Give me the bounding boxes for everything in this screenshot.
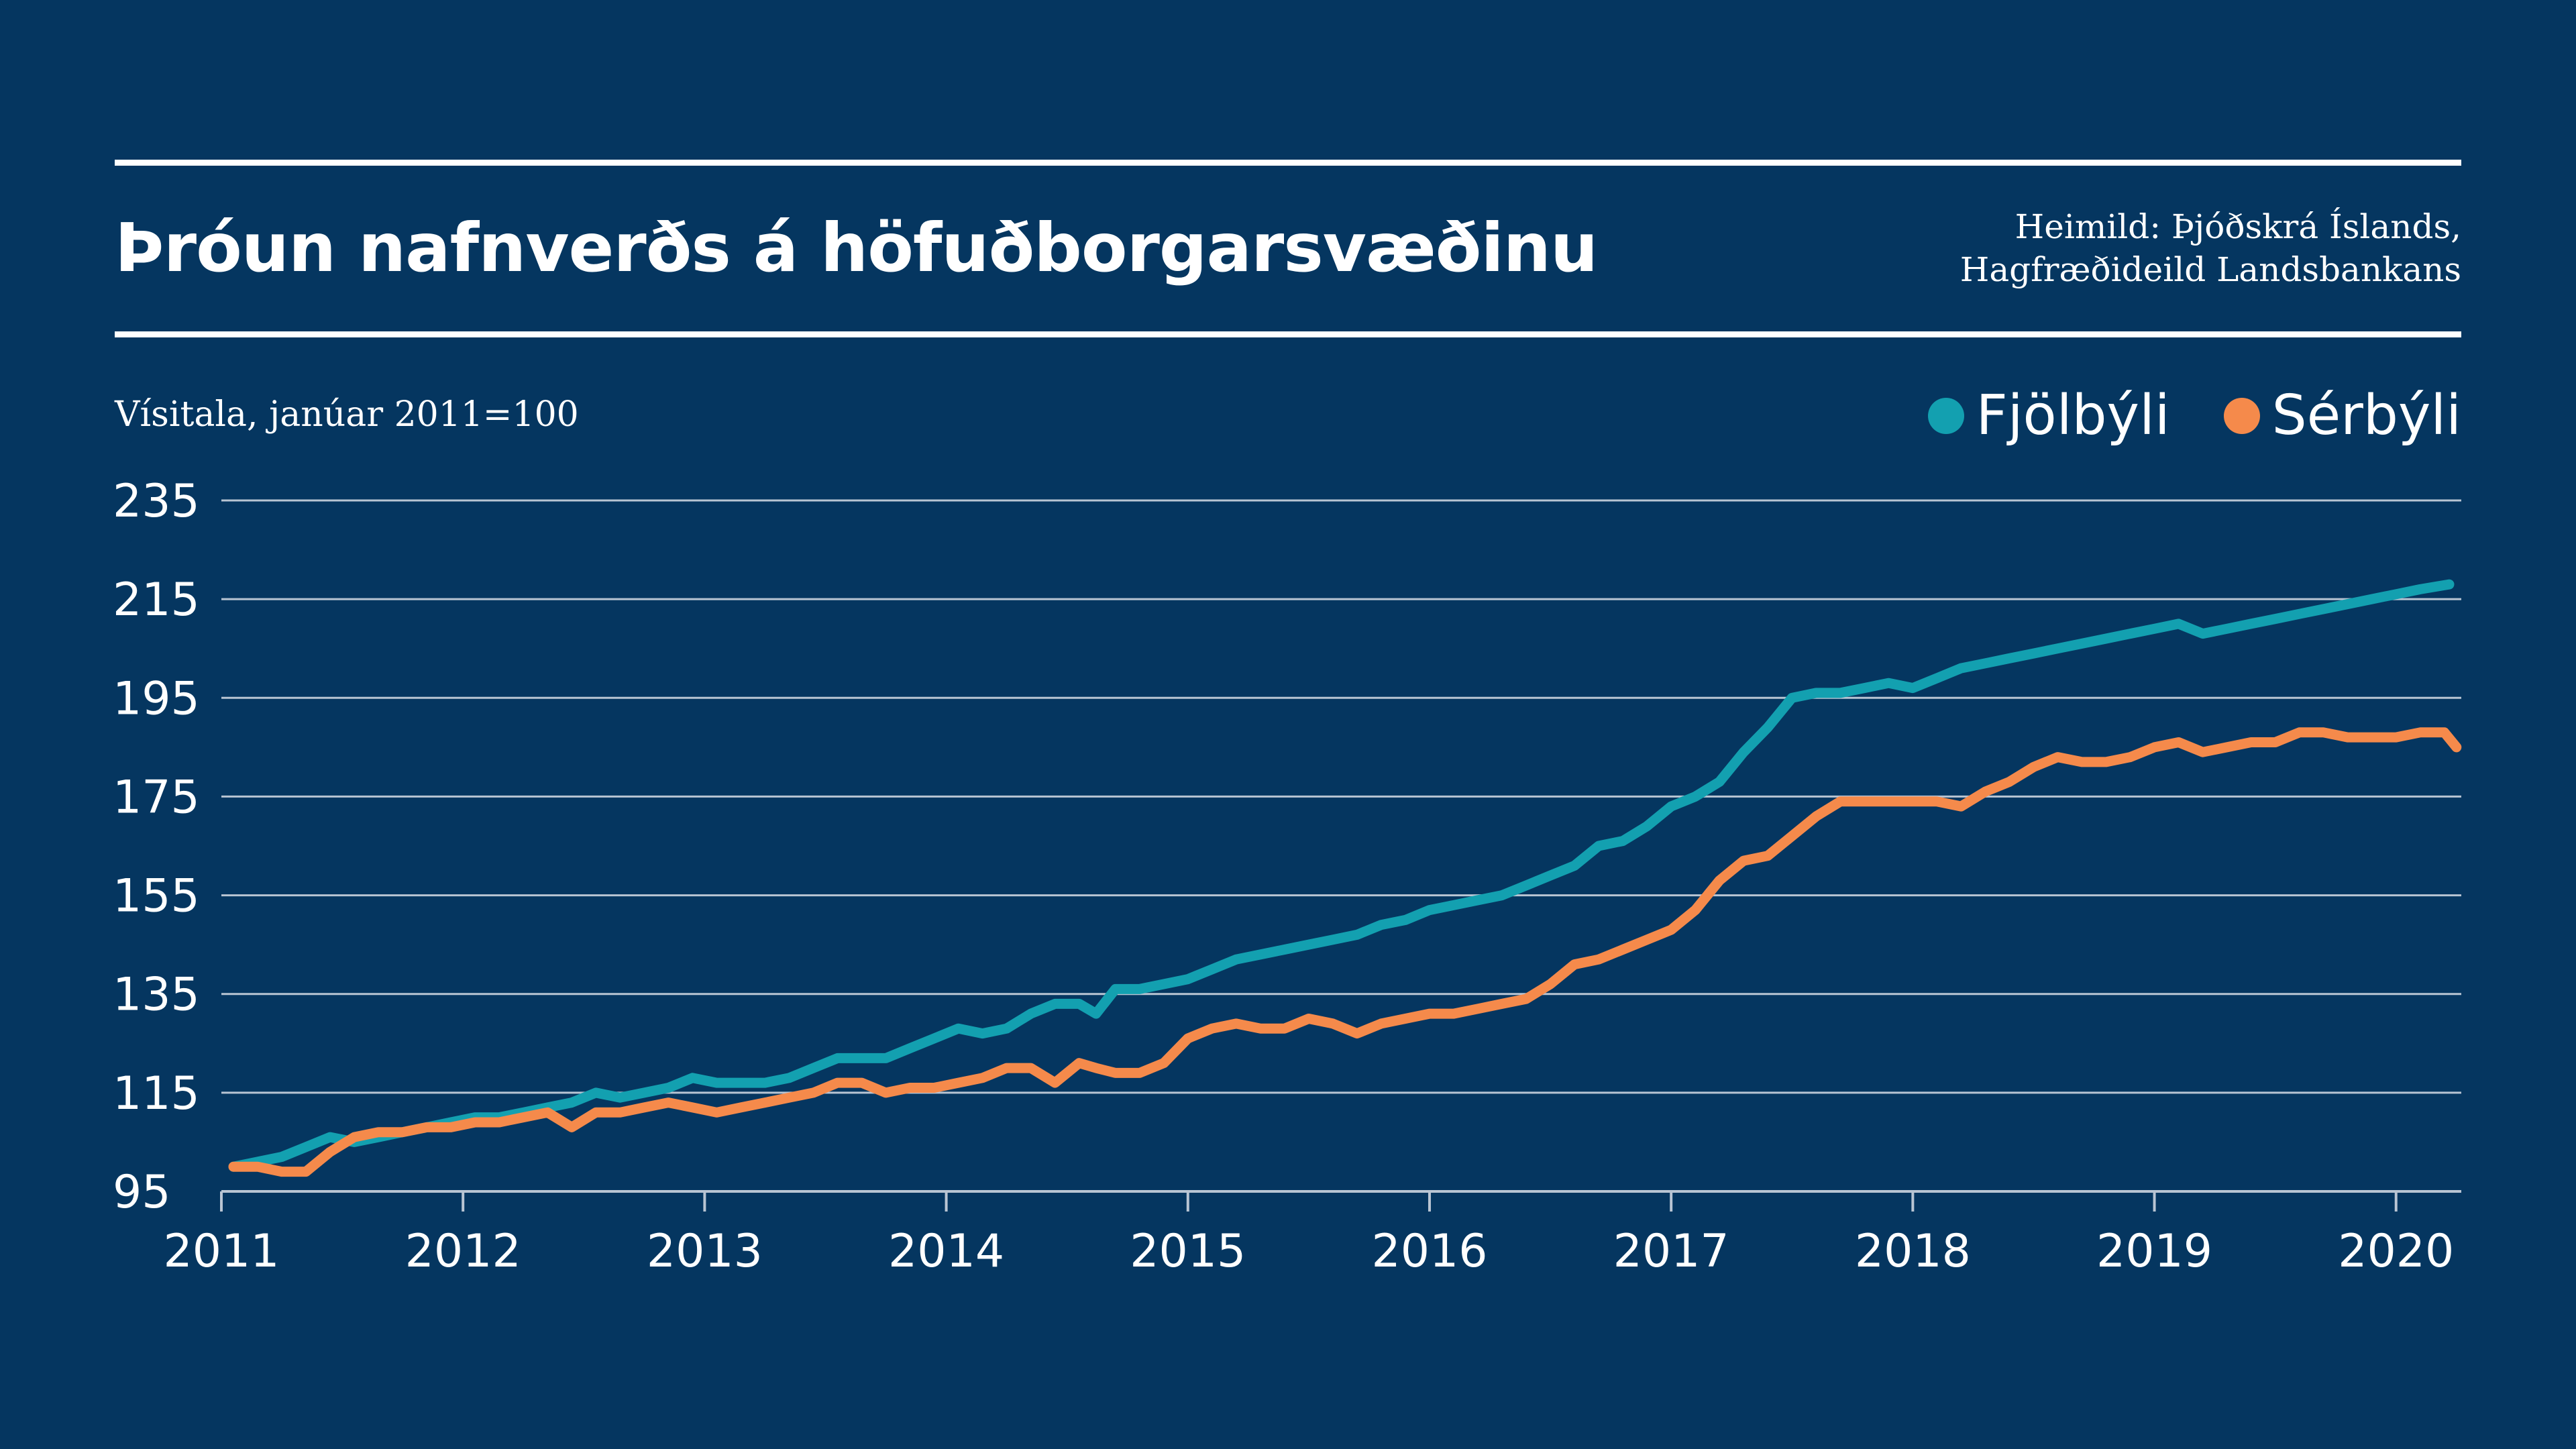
x-tick-label-2019: 2019: [2096, 1225, 2212, 1278]
x-tick-label-2017: 2017: [1613, 1225, 1729, 1278]
y-tick-label-175: 175: [113, 771, 200, 824]
x-axis: [220, 1190, 2461, 1212]
legend-dot-serbyli: [2223, 398, 2260, 434]
y-tick-label-235: 235: [113, 475, 200, 528]
x-tick-label-2012: 2012: [405, 1225, 521, 1278]
legend-dot-fjolbyli: [1927, 398, 1964, 434]
legend: Fjölbýli Sérbýli: [1874, 382, 2461, 449]
x-tick-label-2014: 2014: [888, 1225, 1004, 1278]
x-tick-labels: 2011 2012 2013 2014 2015 2016 2017 2018 2019 2020: [163, 1225, 2454, 1278]
top-rule: [115, 160, 2461, 166]
source-note: Heimild: Þjóðskrá Íslands, Hagfræðideild…: [1960, 205, 2461, 291]
y-axis-label: Vísitala, janúar 2011=100: [115, 394, 579, 435]
line-fjolbyli: [228, 579, 2455, 1172]
y-tick-labels: 95 115 135 155 175 195 215 235: [113, 475, 200, 1219]
y-tick-label-155: 155: [113, 870, 200, 923]
x-tick-label-2020: 2020: [2338, 1225, 2454, 1278]
legend-item-fjolbyli: Fjölbýli: [1927, 382, 2170, 449]
x-tick-label-2011: 2011: [163, 1225, 279, 1278]
legend-label-fjolbyli: Fjölbýli: [1976, 384, 2170, 447]
line-serbyli: [228, 727, 2462, 1177]
x-tick-label-2015: 2015: [1130, 1225, 1246, 1278]
bottom-rule: [115, 331, 2461, 337]
y-tick-label-195: 195: [113, 672, 200, 725]
x-tick-label-2016: 2016: [1371, 1225, 1487, 1278]
gridlines: [221, 499, 2461, 1094]
y-tick-label-135: 135: [113, 969, 200, 1022]
y-tick-label-95: 95: [113, 1166, 171, 1219]
x-tick-label-2013: 2013: [647, 1225, 763, 1278]
x-tick-label-2018: 2018: [1855, 1225, 1971, 1278]
legend-item-serbyli: Sérbýli: [2223, 382, 2461, 449]
chart-title: Þróun nafnverðs á höfuðborgarsvæðinu: [115, 209, 1598, 287]
series-lines: [228, 579, 2462, 1177]
source-line-1: Heimild: Þjóðskrá Íslands,: [2015, 207, 2461, 246]
y-tick-label-215: 215: [113, 574, 200, 627]
source-line-2: Hagfræðideild Landsbankans: [1960, 250, 2461, 289]
y-tick-label-115: 115: [113, 1067, 200, 1120]
legend-label-serbyli: Sérbýli: [2271, 384, 2461, 447]
